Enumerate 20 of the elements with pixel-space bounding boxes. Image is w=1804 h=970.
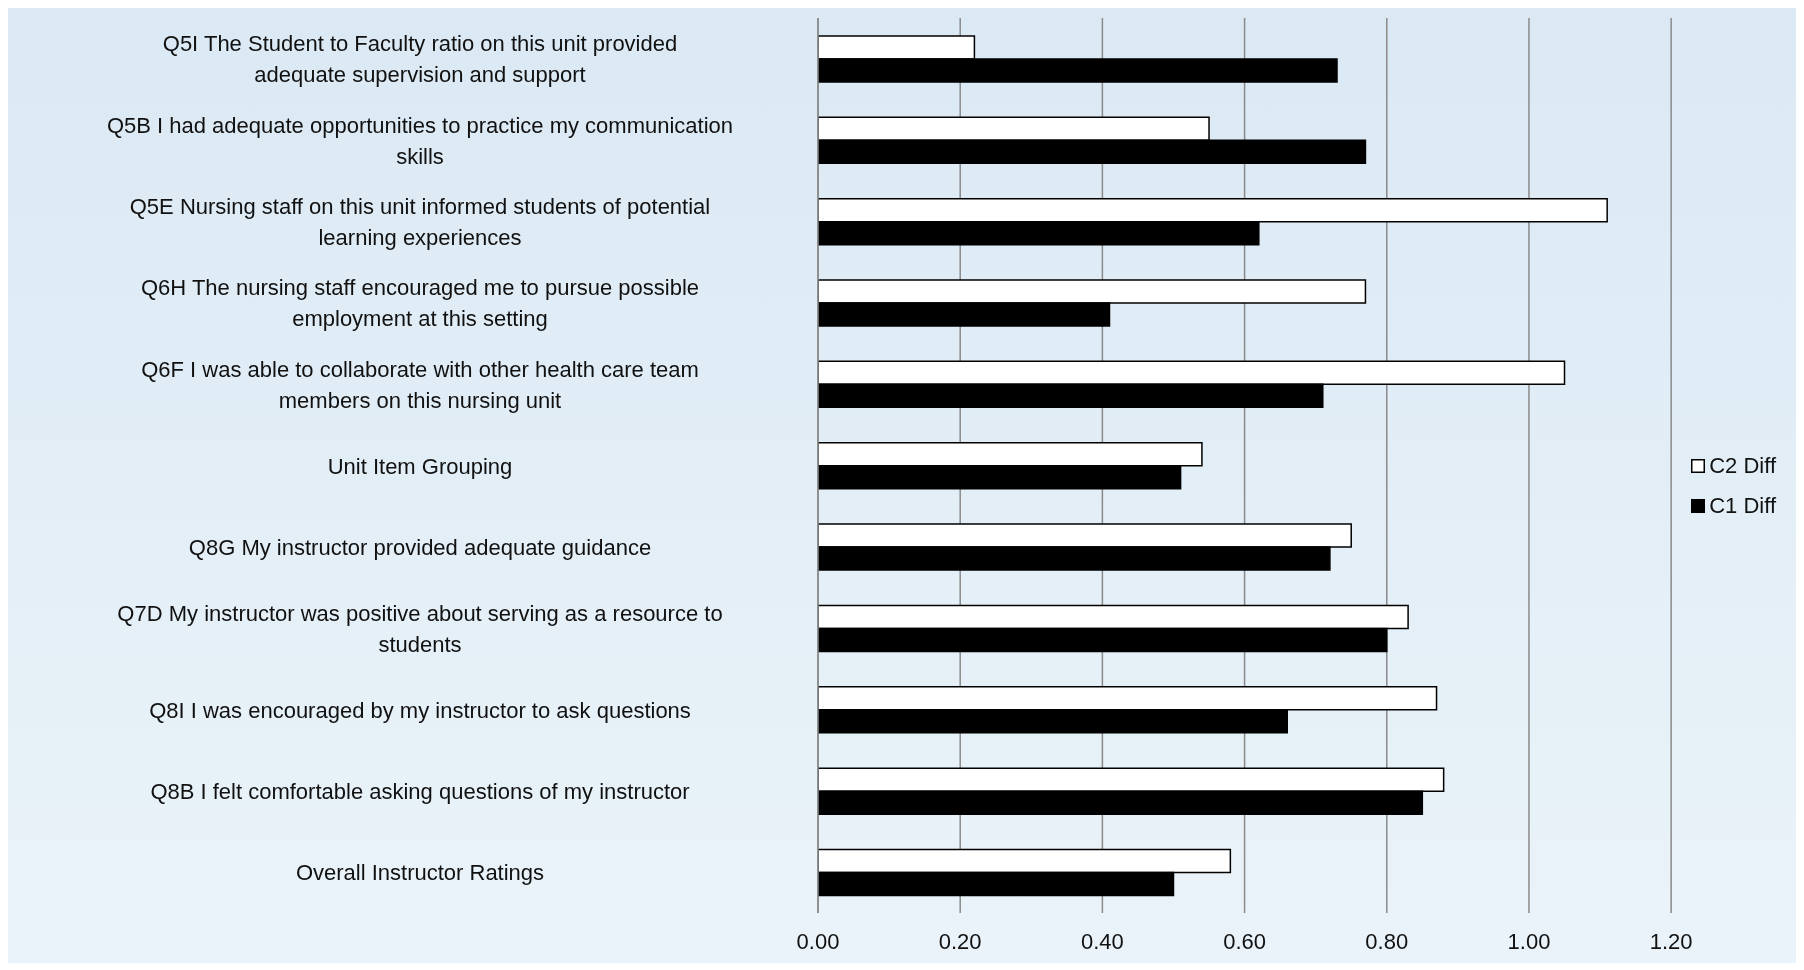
- y-tick-label: Q5B I had adequate opportunities to practice my communication skills: [106, 112, 734, 169]
- y-tick-label: Q8B I felt comfortable asking questions of my instructor: [150, 778, 690, 804]
- legend-label: C2 Diff: [1709, 452, 1776, 479]
- y-tick-label: Q5E Nursing staff on this unit informed students of potential learning experiences: [129, 193, 711, 250]
- x-tick-label: 0.40: [1080, 928, 1124, 954]
- x-tick-label: 0.60: [1223, 928, 1266, 954]
- x-tick-label: 0.00: [796, 928, 840, 954]
- y-tick-label: Q6H The nursing staff encouraged me to pursue possible employment at this setting: [140, 274, 700, 331]
- legend-label: C1 Diff: [1709, 492, 1776, 519]
- y-tick-label: Unit Item Grouping: [327, 453, 513, 478]
- y-tick-label: Overall Instructor Ratings: [295, 859, 545, 885]
- y-tick-label: Q7D My instructor was positive about serving as a resource to students: [117, 600, 723, 657]
- x-tick-label: 1.00: [1507, 928, 1551, 954]
- y-tick-label: Q8G My instructor provided adequate guidance: [188, 534, 652, 560]
- x-tick-label: 1.20: [1649, 928, 1693, 954]
- y-tick-label: Q8I I was encouraged by my instructor to ask questions: [149, 697, 691, 723]
- y-tick-label: Q6F I was able to collaborate with other health care team members on this nursing unit: [141, 356, 699, 413]
- x-tick-label: 0.20: [938, 928, 982, 954]
- x-tick-label: 0.80: [1365, 928, 1409, 954]
- y-tick-label: Q5I The Student to Faculty ratio on this unit provided adequate supervision and support: [162, 30, 678, 87]
